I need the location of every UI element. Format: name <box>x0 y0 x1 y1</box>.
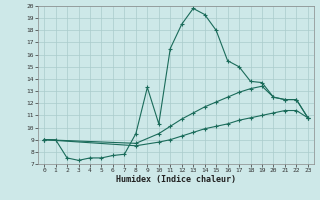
X-axis label: Humidex (Indice chaleur): Humidex (Indice chaleur) <box>116 175 236 184</box>
